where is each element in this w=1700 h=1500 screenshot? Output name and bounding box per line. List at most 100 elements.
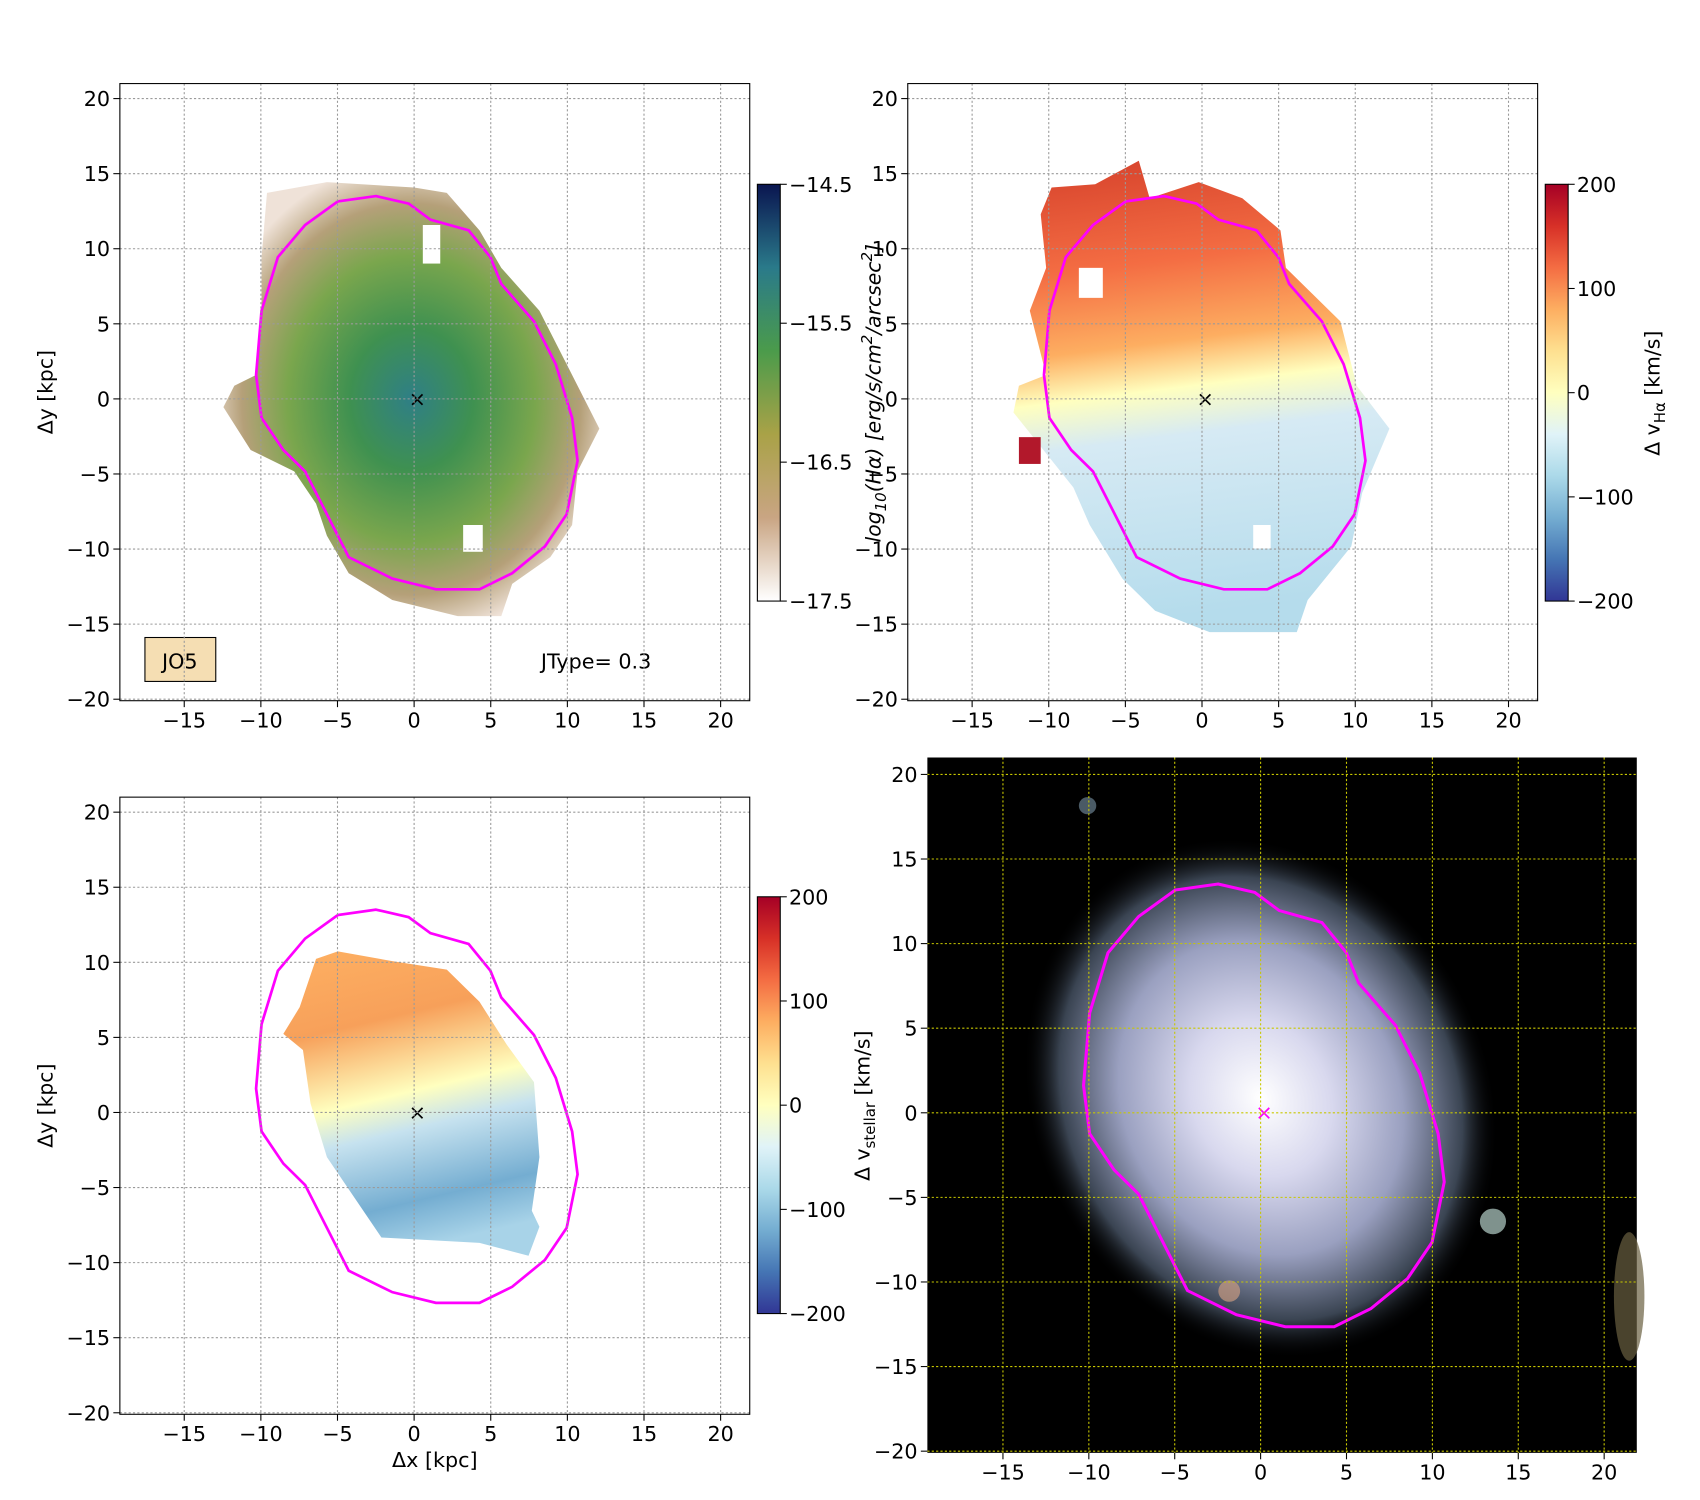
- x-tick-label: −15: [981, 1461, 1025, 1485]
- map-hole: [422, 225, 441, 264]
- y-tick-label: 15: [891, 848, 917, 872]
- colorbar: [756, 896, 781, 1315]
- colorbar-tick-label: 200: [1577, 173, 1617, 197]
- y-tick-label: −20: [874, 1440, 918, 1464]
- x-tick-label: 20: [707, 709, 733, 733]
- colorbar-tick-label: 100: [789, 990, 829, 1014]
- colorbar-tick-label: −100: [789, 1198, 846, 1222]
- galaxy-name: JO5: [160, 650, 198, 674]
- y-tick-label: −20: [854, 688, 898, 712]
- y-tick-label: 5: [97, 1026, 110, 1050]
- y-tick-label: −5: [80, 1176, 111, 1200]
- x-tick-label: 15: [631, 1422, 657, 1446]
- x-tick-label: 5: [484, 709, 497, 733]
- x-tick-label: −10: [1027, 709, 1071, 733]
- x-tick-label: −5: [1159, 1461, 1190, 1485]
- star: [1613, 1232, 1645, 1361]
- colorbar-tick-label: −14.5: [789, 173, 852, 197]
- x-tick-label: −10: [1067, 1461, 1111, 1485]
- velocity-map: [1013, 160, 1390, 633]
- x-tick-label: −10: [239, 709, 283, 733]
- x-tick-label: 5: [484, 1422, 497, 1446]
- y-tick-label: 15: [84, 162, 110, 186]
- x-tick-label: 15: [1505, 1461, 1531, 1485]
- y-tick-label: 5: [885, 312, 898, 336]
- map-pixel: [1018, 437, 1041, 464]
- y-tick-label: −15: [66, 613, 110, 637]
- x-tick-label: 0: [408, 709, 421, 733]
- x-tick-label: 5: [1340, 1461, 1353, 1485]
- y-tick-label: 20: [891, 763, 917, 787]
- axes-frame: [119, 796, 751, 1415]
- star: [1218, 1280, 1241, 1302]
- x-tick-label: −10: [239, 1422, 283, 1446]
- y-tick-label: −15: [66, 1326, 110, 1350]
- x-tick-label: −15: [162, 1422, 206, 1446]
- x-tick-label: 10: [554, 709, 580, 733]
- axes-frame: [119, 83, 751, 702]
- y-tick-label: 5: [904, 1017, 917, 1041]
- x-tick-label: 0: [1254, 1461, 1267, 1485]
- y-tick-label: 0: [904, 1101, 917, 1125]
- colorbar: [1544, 183, 1569, 602]
- colorbar-tick-label: −200: [1577, 590, 1634, 614]
- y-tick-label: 0: [885, 388, 898, 412]
- y-tick-label: −15: [874, 1355, 918, 1379]
- y-tick-label: −5: [80, 463, 111, 487]
- map-hole: [1078, 267, 1103, 298]
- y-tick-label: −10: [66, 538, 110, 562]
- x-tick-label: 10: [1342, 709, 1368, 733]
- x-tick-label: 20: [707, 1422, 733, 1446]
- y-tick-label: 20: [872, 87, 898, 111]
- y-tick-label: 10: [84, 237, 110, 261]
- x-tick-label: −15: [162, 709, 206, 733]
- y-axis-label: Δy [kpc]: [33, 350, 57, 434]
- y-tick-label: 0: [97, 1101, 110, 1125]
- map-hole: [1253, 525, 1271, 549]
- y-tick-label: −10: [874, 1271, 918, 1295]
- colorbar-tick-label: −16.5: [789, 451, 852, 475]
- colorbar-tick-label: −15.5: [789, 312, 852, 336]
- jtype-label: JType= 0.3: [539, 650, 651, 674]
- colorbar-tick-label: 0: [1577, 381, 1590, 405]
- x-tick-label: 10: [554, 1422, 580, 1446]
- colorbar-tick-label: 200: [789, 885, 829, 909]
- star: [1479, 1208, 1507, 1235]
- y-tick-label: −15: [854, 613, 898, 637]
- y-tick-label: 5: [97, 312, 110, 336]
- colorbar-label: Δ vHα [km/s]: [1641, 331, 1670, 456]
- colorbar-tick-label: −17.5: [789, 590, 852, 614]
- x-tick-label: 10: [1419, 1461, 1445, 1485]
- x-tick-label: 0: [408, 1422, 421, 1446]
- x-tick-label: 5: [1272, 709, 1285, 733]
- x-tick-label: −5: [1110, 709, 1141, 733]
- map-hole: [463, 525, 483, 552]
- x-tick-label: 15: [631, 709, 657, 733]
- y-tick-label: −10: [854, 538, 898, 562]
- x-tick-label: 15: [1419, 709, 1445, 733]
- stellar-velocity-map: [283, 951, 540, 1256]
- y-tick-label: −10: [66, 1251, 110, 1275]
- y-tick-label: 20: [84, 87, 110, 111]
- colorbar: [756, 183, 781, 602]
- x-tick-label: −5: [322, 1422, 353, 1446]
- y-tick-label: 10: [84, 951, 110, 975]
- y-tick-label: 20: [84, 801, 110, 825]
- y-tick-label: −5: [887, 1186, 918, 1210]
- colorbar-tick-label: −100: [1577, 486, 1634, 510]
- y-tick-label: 15: [84, 876, 110, 900]
- y-tick-label: 10: [872, 237, 898, 261]
- y-tick-label: 0: [97, 388, 110, 412]
- colorbar-label: Δ vstellar [km/s]: [850, 1031, 879, 1181]
- y-tick-label: 15: [872, 162, 898, 186]
- axes-frame: [907, 83, 1539, 702]
- y-tick-label: −5: [867, 463, 898, 487]
- label-box: [144, 636, 217, 682]
- colorbar-label: log10(Hα) [erg/s/cm2/arcsec2]: [858, 244, 890, 542]
- y-tick-label: 10: [891, 932, 917, 956]
- y-axis-label: Δy [kpc]: [33, 1064, 57, 1148]
- colorbar-tick-label: 0: [789, 1094, 802, 1118]
- star: [1078, 797, 1097, 815]
- colorbar-tick-label: −200: [789, 1302, 846, 1326]
